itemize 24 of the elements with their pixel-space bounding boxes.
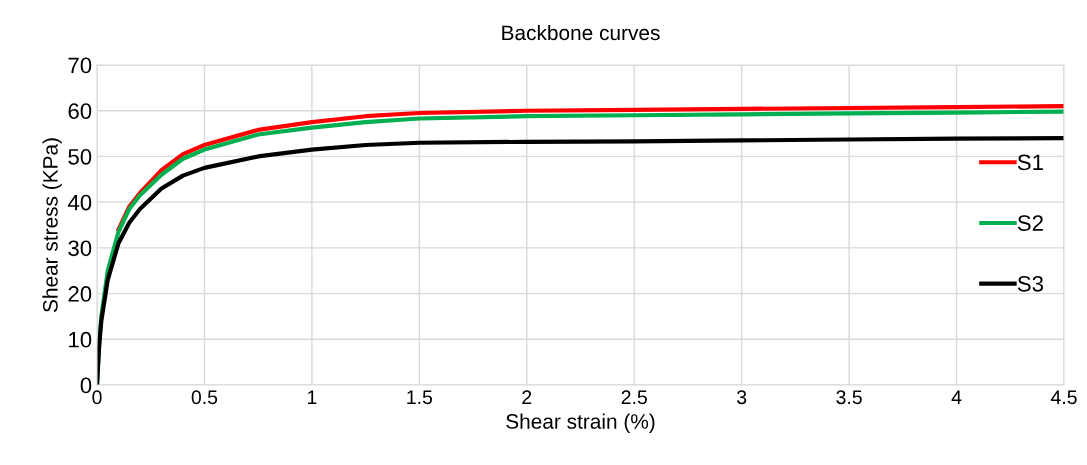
x-tick-label: 4.5	[1050, 390, 1077, 405]
chart-title: Backbone curves	[502, 24, 660, 41]
line-series	[116, 104, 1064, 232]
x-tick-label: 1.5	[407, 390, 433, 405]
x-tick-label: 3.5	[836, 390, 862, 405]
x-tick-label: 0.5	[191, 390, 218, 405]
legend-label: S1	[1017, 154, 1043, 171]
y-tick-label: 40	[67, 194, 92, 211]
y-tick-label: 10	[69, 331, 92, 348]
y-tick-label: 20	[68, 286, 92, 302]
x-tick-label: 2.5	[621, 390, 647, 405]
x-tick-label: 2	[522, 390, 532, 404]
y-tick-label: 60	[68, 103, 92, 119]
x-tick-label: 3	[737, 390, 747, 405]
x-axis-title: Shear strain (%)	[506, 413, 655, 433]
legend-label: S2	[1017, 215, 1043, 231]
y-tick-label: 70	[68, 57, 92, 74]
x-tick-label: 0	[92, 390, 102, 405]
y-tick-label: 30	[68, 240, 92, 257]
y-tick-label: 50	[68, 148, 92, 165]
x-tick-label: 1	[307, 390, 317, 404]
y-axis-title: Shear stress (KPa)	[42, 138, 62, 313]
x-tick-label: 4	[951, 390, 962, 404]
legend-label: S3	[1017, 275, 1044, 292]
